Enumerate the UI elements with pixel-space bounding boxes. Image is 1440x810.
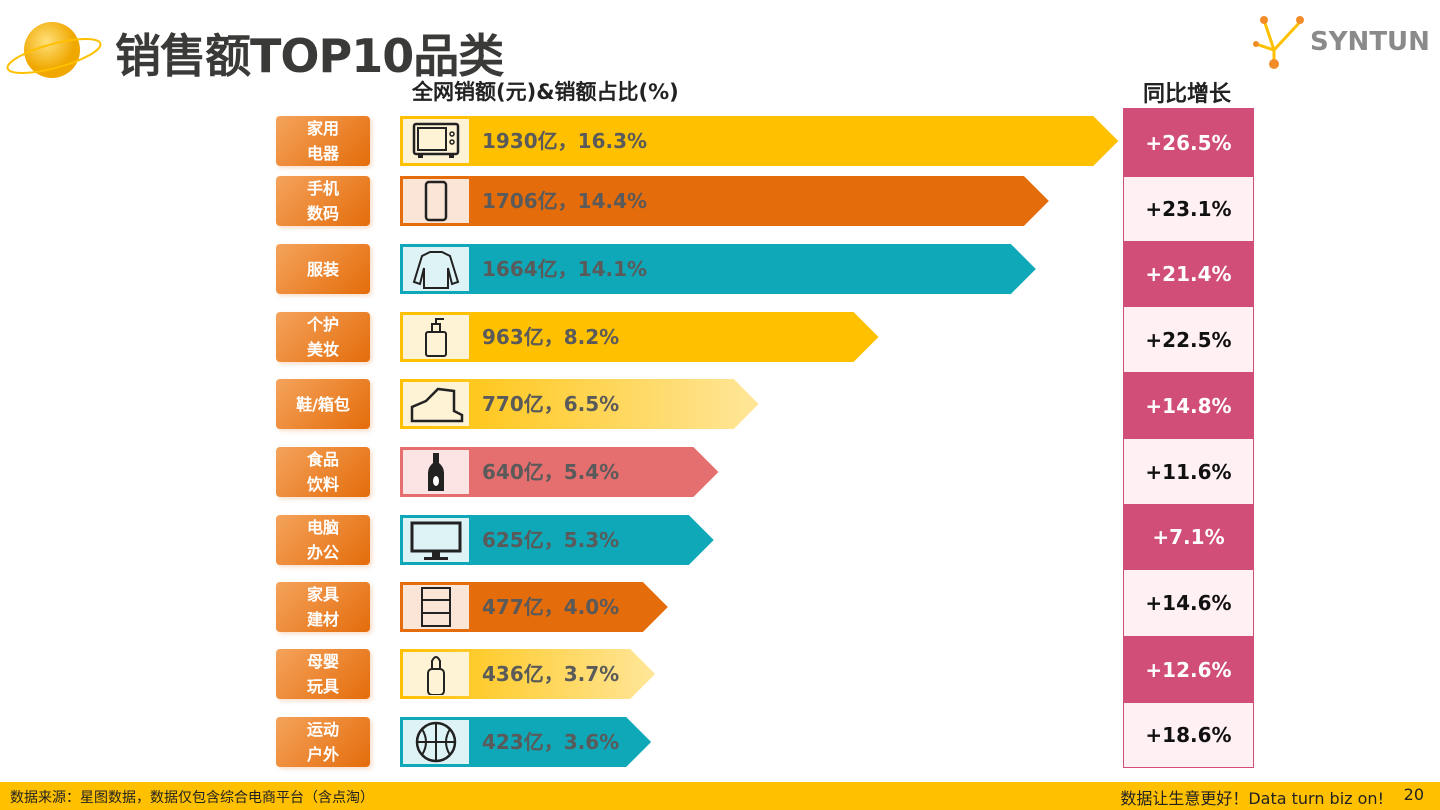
value-label: 1664亿，14.1% [482, 257, 648, 281]
category-label: 家具 建材 [276, 582, 370, 632]
category-label: 家用 电器 [276, 116, 370, 166]
category-label: 运动 户外 [276, 717, 370, 767]
growth-cell: +7.1% [1123, 504, 1254, 570]
category-label: 食品 饮料 [276, 447, 370, 497]
phone-icon [403, 179, 469, 223]
bar: 1706亿，14.4% [400, 176, 1049, 226]
syntun-logo: SYNTUN [1250, 14, 1430, 70]
footer-bar: 数据来源：星图数据，数据仅包含综合电商平台（含点淘） 数据让生意更好！Data … [0, 782, 1440, 810]
growth-cell: +11.6% [1123, 439, 1254, 504]
category-label: 母婴 玩具 [276, 649, 370, 699]
basketball-icon [403, 720, 469, 764]
growth-cell: +26.5% [1123, 108, 1254, 177]
bar: 1664亿，14.1% [400, 244, 1036, 294]
value-label: 963亿，8.2% [482, 325, 620, 349]
growth-header: 同比增长 [1143, 82, 1232, 107]
bar: 1930亿，16.3% [400, 116, 1119, 166]
bottle-icon [403, 450, 469, 494]
baby-bottle-icon [403, 652, 469, 696]
sneaker-icon [403, 382, 469, 426]
bar: 477亿，4.0% [400, 582, 668, 632]
planet-logo-icon [6, 22, 102, 78]
logo-text: SYNTUN [1310, 27, 1430, 57]
growth-cell: +14.8% [1123, 372, 1254, 439]
bar: 963亿，8.2% [400, 312, 879, 362]
category-label: 手机 数码 [276, 176, 370, 226]
data-source: 数据来源：星图数据，数据仅包含综合电商平台（含点淘） [10, 790, 374, 806]
growth-cell: +14.6% [1123, 570, 1254, 636]
value-label: 770亿，6.5% [482, 392, 620, 416]
value-label: 1930亿，16.3% [482, 129, 648, 153]
slogan: 数据让生意更好！Data turn biz on! [1120, 789, 1384, 808]
microwave-icon [403, 119, 469, 163]
growth-cell: +18.6% [1123, 703, 1254, 768]
hoodie-icon [403, 247, 469, 291]
growth-cell: +23.1% [1123, 177, 1254, 241]
value-label: 640亿，5.4% [482, 460, 620, 484]
cabinet-icon [403, 585, 469, 629]
page-title: 销售额TOP10品类 [115, 29, 504, 83]
monitor-icon [403, 518, 469, 562]
value-label: 423亿，3.6% [482, 730, 620, 754]
value-label: 625亿，5.3% [482, 528, 620, 552]
value-label: 1706亿，14.4% [482, 189, 648, 213]
logo-mark-icon [1253, 16, 1304, 69]
category-label: 个护 美妆 [276, 312, 370, 362]
category-label: 电脑 办公 [276, 515, 370, 565]
value-label: 477亿，4.0% [482, 595, 620, 619]
growth-cell: +22.5% [1123, 307, 1254, 372]
growth-cell: +12.6% [1123, 636, 1254, 703]
category-label: 服装 [276, 244, 370, 294]
page-number: 20 [1403, 785, 1424, 804]
lotion-bottle-icon [403, 315, 469, 359]
growth-cell: +21.4% [1123, 241, 1254, 307]
value-label: 436亿，3.7% [482, 662, 620, 686]
category-label: 鞋/箱包 [276, 379, 370, 429]
value-header: 全网销额(元)&销额占比(%) [412, 80, 679, 104]
